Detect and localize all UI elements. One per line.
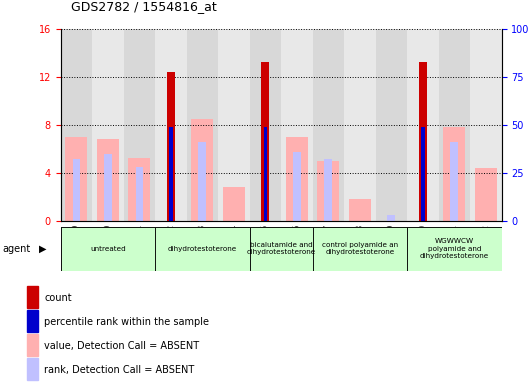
Bar [124,29,155,221]
Bar [293,152,301,221]
Bar [169,127,173,221]
Text: ▶: ▶ [39,243,46,254]
Bar [475,168,497,221]
Bar [388,215,395,221]
Bar [27,358,37,380]
Bar [27,310,37,332]
Bar [218,29,250,221]
Text: rank, Detection Call = ABSENT: rank, Detection Call = ABSENT [44,365,195,375]
Bar [97,139,119,221]
Bar [419,62,427,221]
Bar [199,142,206,221]
Bar [61,29,92,221]
Bar [421,127,425,221]
Bar [439,29,470,221]
Bar [61,227,155,271]
Bar [250,29,281,221]
Bar [167,72,175,221]
Bar [325,159,332,221]
Bar [187,29,218,221]
Bar [444,127,465,221]
Bar [450,142,458,221]
Bar [313,227,407,271]
Text: percentile rank within the sample: percentile rank within the sample [44,317,210,327]
Bar [155,227,250,271]
Text: untreated: untreated [90,246,126,252]
Bar [65,137,88,221]
Bar [27,286,37,308]
Bar [27,334,37,356]
Bar [250,227,313,271]
Bar [281,29,313,221]
Text: GDS2782 / 1554816_at: GDS2782 / 1554816_at [71,0,217,13]
Text: WGWWCW
polyamide and
dihydrotestoterone: WGWWCW polyamide and dihydrotestoterone [420,238,489,259]
Text: control polyamide an
dihydrotestoterone: control polyamide an dihydrotestoterone [322,242,398,255]
Bar [192,119,213,221]
Text: value, Detection Call = ABSENT: value, Detection Call = ABSENT [44,341,200,351]
Bar [261,62,269,221]
Bar [223,187,245,221]
Bar [136,167,144,221]
Text: agent: agent [3,243,31,254]
Bar [92,29,124,221]
Bar [375,29,407,221]
Bar [104,154,112,221]
Text: dihydrotestoterone: dihydrotestoterone [168,246,237,252]
Bar [407,29,439,221]
Text: count: count [44,293,72,303]
Bar [155,29,187,221]
Bar [72,159,80,221]
Bar [470,29,502,221]
Bar [128,158,150,221]
Bar [407,227,502,271]
Bar [349,199,371,221]
Text: bicalutamide and
dihydrotestoterone: bicalutamide and dihydrotestoterone [247,242,316,255]
Bar [344,29,375,221]
Bar [313,29,344,221]
Bar [317,161,340,221]
Bar [263,127,267,221]
Bar [286,137,308,221]
